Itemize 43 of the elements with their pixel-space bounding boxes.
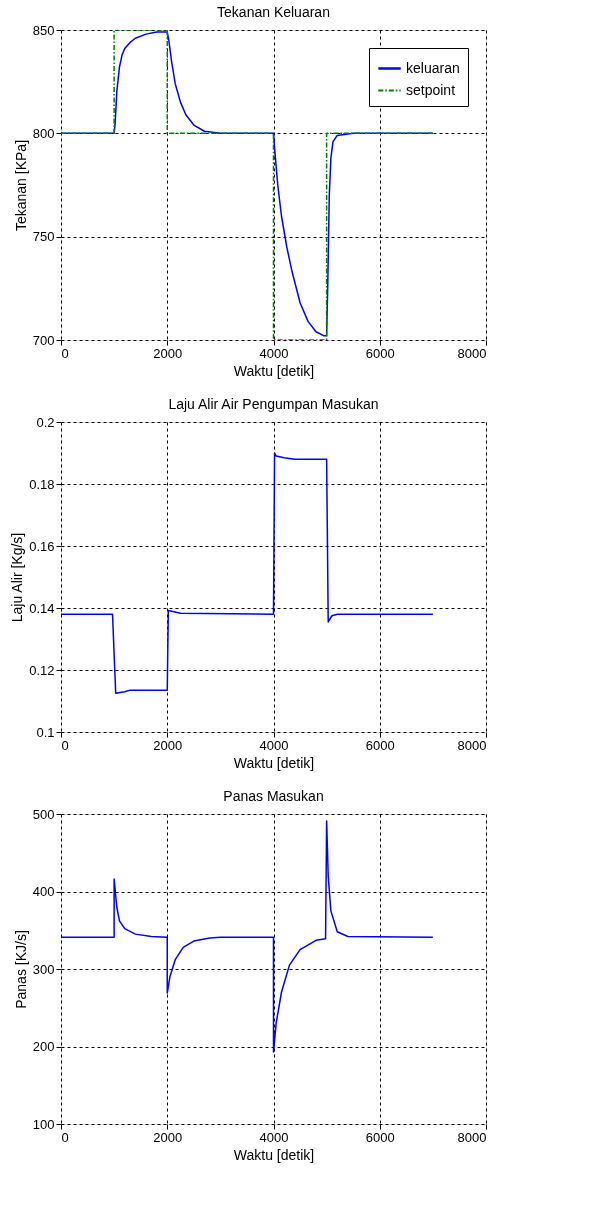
y-axis-title: Panas [KJ/s]: [12, 930, 29, 1009]
y-tick-label: 0.2: [36, 414, 55, 430]
chart-title: Laju Alir Air Pengumpan Masukan: [168, 396, 379, 412]
x-tick-label: 6000: [365, 345, 395, 361]
y-tick-label: 750: [32, 229, 55, 245]
x-tick-label: 8000: [457, 1129, 487, 1145]
x-axis-title: Waktu [detik]: [233, 362, 315, 379]
x-tick-label: 2000: [153, 737, 183, 753]
x-tick-label: 2000: [153, 1129, 183, 1145]
y-tick-label: 700: [32, 332, 55, 348]
x-tick-label: 4000: [259, 737, 289, 753]
x-tick-label: 8000: [457, 345, 487, 361]
y-axis-title: Tekanan [KPa]: [12, 139, 29, 232]
x-tick-label: 2000: [153, 345, 183, 361]
x-tick-label: 0: [61, 737, 69, 753]
x-tick-label: 8000: [457, 737, 487, 753]
chart-title: Panas Masukan: [223, 788, 324, 804]
x-tick-label: 4000: [259, 1129, 289, 1145]
y-tick-label: 0.14: [29, 600, 55, 616]
y-tick-label: 0.16: [29, 538, 55, 554]
x-axis-title: Waktu [detik]: [233, 1146, 315, 1163]
y-tick-label: 0.18: [29, 476, 55, 492]
x-tick-label: 0: [61, 1129, 69, 1145]
legend-label: keluaran: [406, 59, 460, 76]
legend-label: setpoint: [406, 81, 456, 98]
line-series: [61, 452, 434, 694]
x-tick-label: 0: [61, 345, 69, 361]
x-tick-label: 4000: [259, 345, 289, 361]
y-tick-label: 850: [32, 22, 55, 38]
y-tick-label: 400: [32, 884, 55, 899]
x-axis-title: Waktu [detik]: [233, 754, 315, 771]
y-tick-label: 200: [32, 1039, 55, 1054]
y-tick-label: 800: [32, 125, 55, 141]
x-tick-label: 6000: [365, 1129, 395, 1145]
y-tick-label: 0.1: [36, 724, 55, 740]
y-tick-label: 500: [32, 806, 55, 822]
line-series: [61, 820, 434, 1053]
y-tick-label: 0.12: [29, 662, 55, 678]
x-tick-label: 6000: [365, 737, 395, 753]
chart-title: Tekanan Keluaran: [217, 4, 330, 20]
y-tick-label: 300: [32, 961, 55, 977]
y-axis-title: Laju Alir [Kg/s]: [9, 532, 26, 623]
y-tick-label: 100: [32, 1116, 55, 1132]
